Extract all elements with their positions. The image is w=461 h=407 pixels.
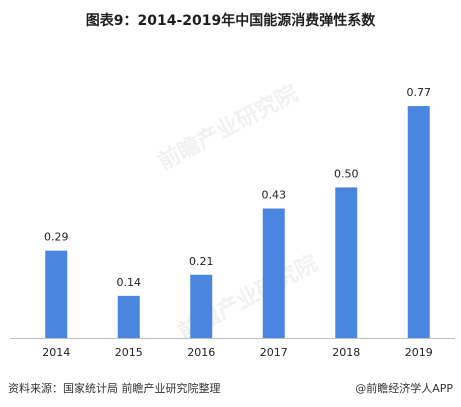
- bars: [45, 106, 430, 338]
- value-label-2016: 0.21: [189, 255, 214, 268]
- x-tick-2015: 2015: [115, 346, 143, 359]
- value-label-2014: 0.29: [44, 231, 69, 244]
- value-label-2018: 0.50: [334, 167, 359, 180]
- value-label-2019: 0.77: [407, 86, 432, 99]
- bar-2014: [45, 250, 68, 338]
- value-label-2015: 0.14: [117, 276, 142, 289]
- x-tick-2019: 2019: [405, 346, 433, 359]
- bar-2017: [262, 208, 285, 338]
- x-tick-labels: 2014 2015 2016 2017 2018 2019: [42, 346, 433, 359]
- value-label-2017: 0.43: [262, 188, 287, 201]
- value-labels: 0.29 0.14 0.21 0.43 0.50 0.77: [44, 86, 431, 289]
- brand-label: @前瞻经济学人APP: [355, 382, 453, 395]
- chart-title: 图表9：2014-2019年中国能源消费弹性系数: [85, 13, 376, 29]
- x-tick-2018: 2018: [332, 346, 360, 359]
- bar-2018: [335, 187, 358, 338]
- source-note: 资料来源：国家统计局 前瞻产业研究院整理: [8, 382, 221, 395]
- bar-2019: [407, 106, 430, 338]
- x-tick-2017: 2017: [260, 346, 288, 359]
- x-tick-2014: 2014: [42, 346, 70, 359]
- x-tick-2016: 2016: [187, 346, 215, 359]
- bar-2015: [117, 295, 140, 338]
- bar-2016: [190, 274, 213, 338]
